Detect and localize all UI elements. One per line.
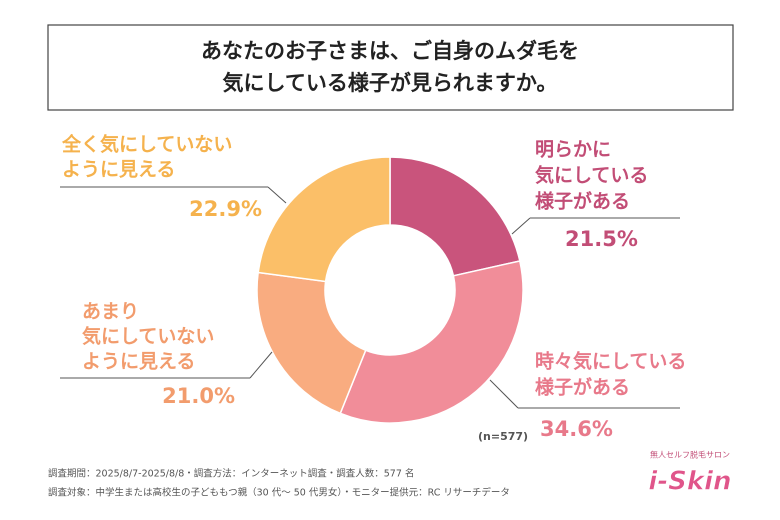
logo: i-Skin — [648, 467, 731, 497]
category-label: 様子がある — [535, 376, 630, 399]
leader-line — [489, 379, 519, 409]
donut-slice — [339, 260, 524, 424]
category-label: 全く気にしていない — [61, 133, 232, 156]
title-box — [47, 24, 734, 111]
value-label: 22.9% — [189, 197, 262, 221]
logo-sub: 無人セルフ脱毛サロン — [650, 450, 730, 460]
category-label: ように見える — [82, 351, 195, 373]
footnote: 調査期間：2025/8/7-2025/8/8・調査方法：インターネット調査・調査… — [48, 468, 414, 480]
value-label: 34.6% — [540, 417, 613, 441]
footnote: 調査対象：中学生または高校生の子どももつ親（30 代〜 50 代男女）・モニター… — [48, 487, 510, 499]
category-label: あまり — [82, 301, 139, 323]
value-label: 21.5% — [565, 227, 638, 251]
category-label: ように見える — [62, 159, 175, 181]
category-label: 様子がある — [535, 190, 630, 213]
category-label: 気にしていない — [82, 325, 214, 348]
chart-title: あなたのお子さまは、ご自身のムダ毛を — [201, 39, 579, 63]
leader-line — [511, 217, 531, 235]
value-label: 21.0% — [162, 384, 235, 408]
donut-slice — [389, 156, 521, 277]
category-label: 時々気にしている — [535, 350, 686, 373]
chart-title: 気にしている様子が見られますか。 — [223, 71, 558, 95]
leader-line — [249, 351, 273, 379]
category-label: 明らかに — [535, 139, 611, 161]
donut-slice — [256, 271, 367, 415]
donut-slice — [257, 156, 391, 283]
sample-note: (n=577) — [478, 430, 528, 443]
leader-line — [267, 186, 287, 204]
category-label: 気にしている — [535, 164, 648, 187]
